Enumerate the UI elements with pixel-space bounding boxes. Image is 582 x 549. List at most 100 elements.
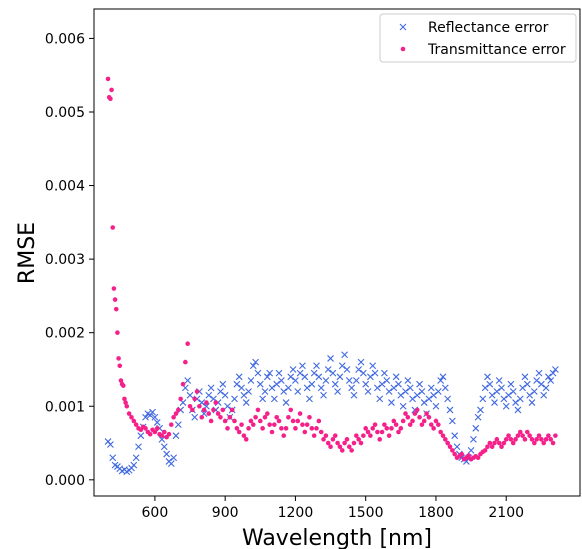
transmittance-point [399,426,404,431]
transmittance-point [288,408,293,413]
transmittance-point [277,419,282,424]
x-tick-label: 900 [212,505,239,521]
transmittance-point [169,422,174,427]
x-tick-label: 600 [142,505,169,521]
transmittance-point [291,419,296,424]
transmittance-point [312,433,317,438]
transmittance-point [551,441,556,446]
transmittance-point [108,96,113,101]
transmittance-point [305,422,310,427]
x-tick-label: 1200 [278,505,314,521]
transmittance-point [298,411,303,416]
transmittance-point [295,419,300,424]
transmittance-point [223,419,228,424]
transmittance-point [237,430,242,435]
transmittance-point [377,437,382,442]
transmittance-point [417,415,422,420]
transmittance-point [209,419,214,424]
transmittance-point [185,341,190,346]
transmittance-point [272,422,277,427]
transmittance-point [368,433,373,438]
transmittance-point [387,433,392,438]
y-tick-label: 0.005 [45,105,85,121]
transmittance-point [302,430,307,435]
transmittance-point [270,430,275,435]
transmittance-point [258,419,263,424]
legend-label-reflectance: Reflectance error [428,20,549,36]
transmittance-point [211,408,216,413]
transmittance-point [251,422,256,427]
transmittance-point [218,415,223,420]
transmittance-point [112,286,117,291]
transmittance-point [225,426,230,431]
transmittance-point [431,426,436,431]
transmittance-point [176,408,181,413]
transmittance-point [389,426,394,431]
transmittance-point [361,433,366,438]
transmittance-point [279,426,284,431]
transmittance-point [162,430,167,435]
transmittance-point [199,415,204,420]
x-tick-label: 2100 [488,505,524,521]
y-tick-label: 0.004 [45,179,85,195]
transmittance-point [106,77,111,82]
transmittance-point [349,448,354,453]
transmittance-point [253,415,258,420]
transmittance-point [317,419,322,424]
legend: Reflectance error Transmittance error [380,14,576,62]
transmittance-point [244,437,249,442]
y-tick-label: 0.006 [45,31,85,47]
transmittance-point [459,452,464,457]
transmittance-point [284,426,289,431]
y-tick-label: 0.003 [45,252,85,268]
legend-label-transmittance: Transmittance error [427,42,566,58]
transmittance-point [324,433,329,438]
transmittance-point [436,422,441,427]
transmittance-point [239,422,244,427]
transmittance-point [394,422,399,427]
transmittance-point [113,297,118,302]
transmittance-point [286,415,291,420]
transmittance-point [380,430,385,435]
transmittance-point [204,400,209,405]
transmittance-point [384,426,389,431]
transmittance-point [352,441,357,446]
transmittance-point [181,382,186,387]
transmittance-point [167,432,172,437]
transmittance-point [124,404,129,409]
transmittance-point [319,430,324,435]
transmittance-point [221,408,226,413]
transmittance-point [410,419,415,424]
transmittance-point [359,441,364,446]
transmittance-point [232,419,237,424]
transmittance-point [373,422,378,427]
transmittance-point [116,356,121,361]
transmittance-point [256,408,261,413]
legend-dot-marker [401,47,406,52]
transmittance-point [114,307,119,312]
transmittance-point [230,408,235,413]
transmittance-point [115,330,120,335]
transmittance-point [197,404,202,409]
transmittance-point [206,411,211,416]
transmittance-point [190,408,195,413]
transmittance-point [178,397,183,402]
transmittance-point [375,430,380,435]
transmittance-point [195,389,200,394]
transmittance-point [553,433,558,438]
y-tick-label: 0.001 [45,399,85,415]
transmittance-point [340,448,345,453]
transmittance-point [213,400,218,405]
transmittance-point [117,363,122,368]
transmittance-point [328,444,333,449]
x-axis-title: Wavelength [nm] [242,526,432,549]
transmittance-point [523,437,528,442]
transmittance-point [314,426,319,431]
transmittance-point [155,426,160,431]
transmittance-point [427,415,432,420]
x-tick-label: 1500 [348,505,384,521]
x-tick-label: 1800 [418,505,454,521]
legend-marker-transmittance [401,47,406,52]
